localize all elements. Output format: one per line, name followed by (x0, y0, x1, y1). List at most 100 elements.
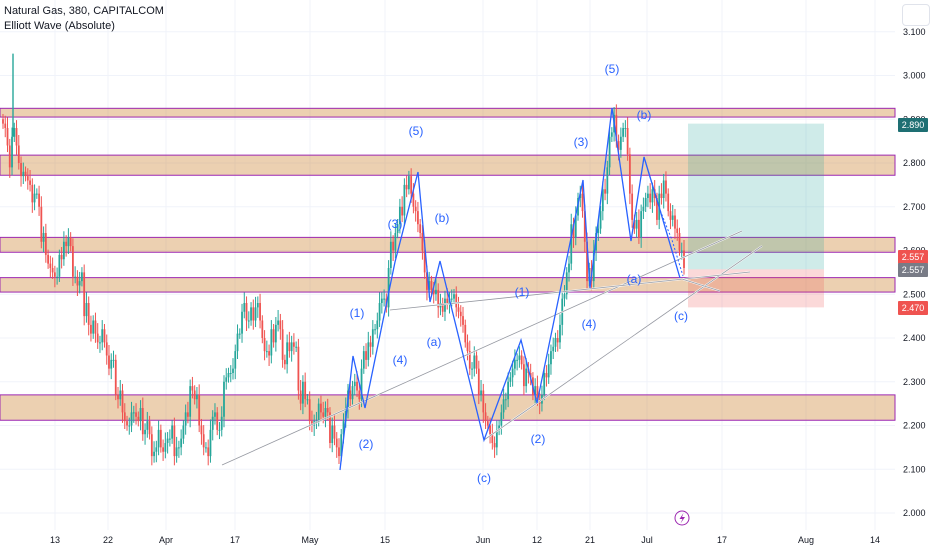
candle-body (644, 198, 647, 207)
candle-body (360, 368, 363, 400)
candle-body (44, 233, 47, 255)
candle-body (250, 307, 252, 321)
candle-body (200, 425, 203, 435)
candle-body (516, 359, 519, 361)
candle-body (371, 329, 374, 347)
time-tick-label: 14 (870, 535, 880, 545)
candle-body (678, 233, 681, 251)
candle-body (680, 250, 683, 252)
candle-body (471, 368, 473, 370)
window-icon[interactable] (902, 4, 930, 26)
candle-body (33, 193, 36, 203)
candle-body (191, 386, 194, 391)
candle-body (196, 394, 198, 400)
trendline (681, 278, 721, 292)
indicator-title[interactable]: Elliott Wave (Absolute) (4, 20, 115, 32)
candle-body (610, 132, 613, 137)
candle-body (180, 438, 183, 448)
price-tick-label: 3.000 (903, 71, 926, 81)
candle-body (459, 311, 462, 317)
candle-body (660, 193, 663, 198)
candle-body (187, 412, 189, 417)
candle-body (407, 176, 410, 190)
candle-body (2, 119, 4, 124)
price-tick-label: 2.400 (903, 333, 926, 343)
profit-zone (688, 123, 824, 270)
loss-zone (688, 269, 824, 308)
price-tick-label: 2.200 (903, 421, 926, 431)
lightning-icon[interactable] (674, 510, 690, 526)
candle-body (365, 351, 367, 360)
candle-body (374, 329, 376, 331)
candle-body (392, 241, 395, 251)
candle-body (184, 412, 187, 426)
candle-body (225, 377, 228, 382)
candle-body (288, 342, 291, 352)
candle-body (545, 373, 548, 378)
trendline (483, 245, 763, 441)
wave-label: (c) (477, 471, 491, 485)
candle-body (426, 272, 428, 290)
candle-body (554, 338, 557, 347)
candle-body (137, 416, 140, 422)
candle-body (168, 438, 171, 440)
long-position-tool[interactable] (688, 123, 824, 308)
candle-body (40, 206, 43, 242)
candle-body (117, 394, 119, 400)
candle-body (148, 421, 151, 435)
candle-body (624, 128, 627, 129)
candle-body (525, 368, 528, 387)
candle-body (349, 390, 352, 400)
time-tick-label: 17 (230, 535, 240, 545)
wave-label: (5) (409, 124, 424, 138)
candle-body (649, 193, 652, 203)
candle-body (464, 324, 467, 343)
candle-body (67, 237, 70, 247)
candle-body (484, 412, 487, 422)
candle-body (568, 263, 570, 273)
candle-body (90, 324, 92, 334)
candle-body (601, 189, 604, 212)
candle-body (358, 390, 361, 400)
candle-body (536, 386, 539, 400)
candle-body (157, 429, 160, 448)
candle-body (430, 281, 433, 290)
candle-body (401, 206, 404, 216)
candle-body (119, 390, 122, 400)
candle-body (437, 289, 440, 308)
candle-body (6, 128, 9, 146)
candle-body (444, 298, 446, 312)
candle-body (234, 351, 237, 369)
time-tick-label: 15 (380, 535, 390, 545)
price-tick-label: 3.100 (903, 27, 926, 37)
wave-label: (3) (388, 217, 403, 231)
zone-rect (0, 107, 896, 118)
candle-body (574, 215, 577, 238)
wave-label: (1) (350, 306, 365, 320)
candle-body (189, 386, 192, 417)
candle-body (130, 412, 133, 426)
candle-body (338, 447, 340, 457)
symbol-title[interactable]: Natural Gas, 380, CAPITALCOM (4, 5, 164, 17)
candle-body (209, 429, 212, 457)
candle-body (367, 342, 370, 360)
candle-body (647, 193, 649, 198)
time-tick-label: Jul (641, 535, 653, 545)
candle-body (65, 241, 68, 247)
candle-body (376, 320, 379, 330)
candle-body (92, 320, 95, 334)
candle-body (83, 272, 86, 317)
candle-body (414, 206, 417, 212)
candle-body (405, 184, 408, 190)
candle-body (362, 351, 365, 369)
candle-body (254, 307, 257, 321)
candle-body (565, 272, 568, 295)
candle-body (128, 425, 131, 427)
time-axis[interactable]: 13 22 Apr 17 May 15 Jun 12 21 Jul 17 Aug 14 (50, 535, 880, 545)
candle-body (572, 224, 575, 238)
candle-body (153, 451, 155, 457)
candle-body (20, 163, 22, 177)
candle-body (177, 447, 180, 449)
candle-body (511, 368, 514, 378)
